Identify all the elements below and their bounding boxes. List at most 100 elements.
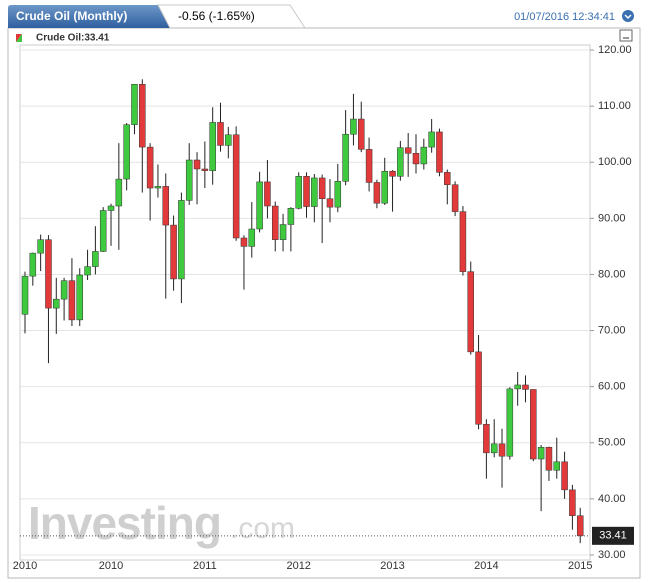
candle-body (232, 134, 240, 239)
candle-body (342, 133, 349, 182)
candle-body (123, 124, 130, 180)
watermark-suffix: .com (230, 512, 295, 545)
candle-body (420, 146, 428, 165)
candle-body (240, 237, 248, 247)
candle-body (318, 177, 326, 199)
candle-body (436, 131, 443, 173)
candle-body (115, 178, 123, 207)
settings-button[interactable] (622, 10, 634, 22)
candle-body (428, 131, 435, 148)
candle-body (248, 228, 256, 247)
candle-body (256, 181, 263, 230)
x-tick-label: 2010 (99, 560, 123, 572)
candle-body (264, 181, 271, 207)
tab-outline (157, 4, 306, 29)
candle-body (217, 122, 224, 146)
candle-body (37, 239, 44, 254)
candle-body (365, 149, 373, 183)
candle-body (29, 252, 37, 277)
candle-body (139, 84, 146, 148)
x-tick-label: 2011 (193, 560, 217, 572)
candle-body (154, 186, 162, 189)
candle-body (350, 118, 357, 135)
candle-body (451, 184, 459, 212)
candle-body (373, 182, 381, 204)
candle-body (170, 224, 177, 280)
x-tick-label: 2014 (474, 560, 498, 572)
candle-body (193, 159, 201, 170)
legend: Crude Oil:33.41 (36, 33, 110, 44)
candle-body (99, 210, 107, 252)
candle-body (84, 266, 91, 276)
change: -0.56 (-1.65%) (178, 9, 255, 23)
timestamp: 01/07/2016 12:34:41 (514, 11, 615, 23)
candle-body (334, 181, 342, 208)
candle-body (530, 389, 537, 460)
x-tick-label: 2013 (380, 560, 404, 572)
candle-body (522, 384, 529, 390)
minimize-button[interactable] (619, 29, 633, 42)
candle-body (404, 147, 412, 154)
candle-body (295, 176, 302, 209)
candle-body (553, 461, 561, 471)
chart-title: Crude Oil (Monthly) (16, 9, 127, 23)
candle-body (569, 489, 576, 516)
title-tab (8, 5, 170, 28)
candle-body (389, 170, 396, 177)
candle-body (209, 122, 216, 171)
candle-body (21, 275, 29, 315)
candle-body (545, 446, 553, 471)
candle-body (201, 168, 209, 171)
candle-body (506, 388, 514, 457)
candle-body (311, 177, 318, 207)
settings-icon (624, 14, 632, 20)
candle-body (537, 446, 545, 460)
candle-body (68, 280, 76, 321)
candle-body (162, 186, 170, 226)
candle-body (490, 443, 498, 454)
candle-body (178, 200, 185, 280)
candle-body (146, 146, 154, 189)
candle-body (225, 134, 232, 146)
candle-body (576, 515, 584, 537)
y-tick-label: 30.00 (598, 549, 626, 561)
last-price-tag (592, 526, 634, 545)
candle-body (514, 384, 521, 390)
candle-body (483, 423, 490, 454)
candle-body (45, 239, 52, 309)
y-tick-label: 80.00 (598, 268, 626, 280)
candle-body (326, 198, 334, 208)
candle-body (271, 205, 279, 240)
legend-icon-up (16, 34, 22, 42)
plot-area (19, 44, 591, 561)
y-tick-label: 120.00 (598, 44, 632, 56)
watermark: Investing (28, 497, 221, 549)
candle-body (498, 443, 506, 457)
candle-body (381, 170, 388, 204)
candle-body (60, 280, 68, 300)
candle-body (475, 351, 482, 425)
candle-body (185, 159, 193, 201)
candle-body (561, 461, 568, 491)
x-tick-label: 2010 (13, 560, 37, 572)
y-tick-label: 70.00 (598, 324, 626, 336)
y-tick-label: 60.00 (598, 381, 626, 393)
candle-body (397, 147, 404, 177)
candle-body (131, 84, 138, 125)
candle-body (92, 251, 99, 267)
candle-body (53, 298, 60, 309)
candle-body (459, 211, 467, 272)
candle-body (412, 153, 420, 165)
x-tick-label: 2015 (568, 560, 592, 572)
x-tick-label: 2012 (286, 560, 310, 572)
candle-body (444, 172, 451, 185)
candle-body (107, 205, 115, 211)
candle-body (467, 271, 474, 353)
y-tick-label: 50.00 (598, 437, 626, 449)
frame (7, 27, 641, 579)
candle-body (287, 208, 295, 225)
y-tick-label: 40.00 (598, 493, 626, 505)
y-tick-label: 90.00 (598, 212, 626, 224)
candle-body (76, 274, 83, 321)
